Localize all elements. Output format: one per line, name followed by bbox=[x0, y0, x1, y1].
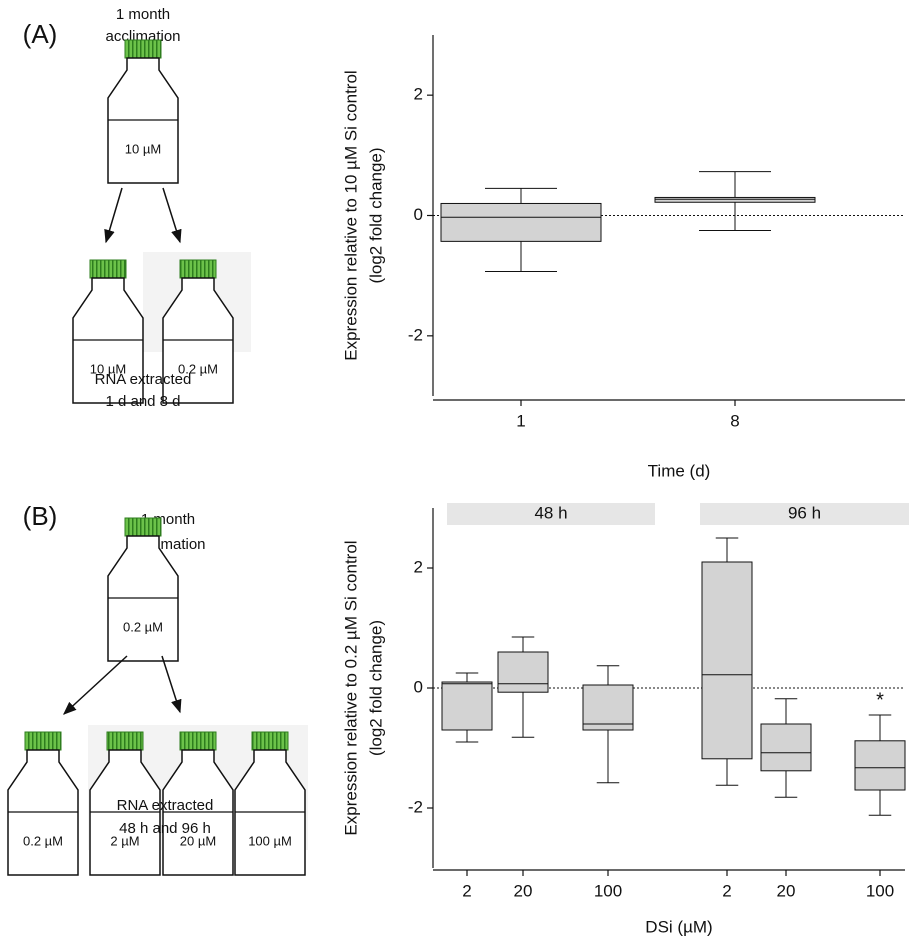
bottle-label: 0.2 µM bbox=[23, 833, 63, 848]
bottle-cap bbox=[124, 517, 162, 537]
box bbox=[654, 196, 816, 203]
bottle-label: 0.2 µM bbox=[123, 619, 163, 634]
y-axis-label: Expression relative to 10 µM Si control bbox=[341, 70, 360, 360]
bottle-cap bbox=[24, 731, 62, 751]
y-axis-label: (log2 fold change) bbox=[366, 147, 385, 283]
arrow bbox=[162, 187, 182, 244]
x-tick-label: 20 bbox=[777, 881, 796, 900]
x-axis-label: DSi (µM) bbox=[645, 917, 712, 936]
bottle-label: 10 µM bbox=[125, 141, 161, 156]
panel-bottom-text: RNA extracted bbox=[95, 371, 192, 388]
panel-top-text: acclimation bbox=[105, 28, 180, 45]
bottle-label: 0.2 µM bbox=[178, 361, 218, 376]
x-tick-label: 100 bbox=[866, 881, 894, 900]
bottle-label: 20 µM bbox=[180, 833, 216, 848]
bottle-label: 2 µM bbox=[110, 833, 139, 848]
y-tick-label: 2 bbox=[414, 85, 423, 104]
arrow bbox=[161, 655, 182, 714]
y-tick-label: 0 bbox=[414, 205, 423, 224]
group-label: 96 h bbox=[788, 503, 821, 522]
x-tick-label: 2 bbox=[722, 881, 731, 900]
bottle-cap bbox=[89, 259, 127, 279]
x-axis-label: Time (d) bbox=[648, 461, 711, 480]
group-label: 48 h bbox=[534, 503, 567, 522]
significance-label: * bbox=[876, 689, 884, 711]
group-band bbox=[447, 503, 655, 525]
panel-bottom-text: 1 d and 8 d bbox=[105, 393, 180, 410]
arrow bbox=[63, 655, 128, 715]
panel-label: (A) bbox=[23, 19, 58, 49]
x-tick-label: 100 bbox=[594, 881, 622, 900]
box bbox=[760, 723, 812, 772]
box bbox=[701, 561, 753, 760]
x-tick-label: 8 bbox=[730, 411, 739, 430]
box bbox=[582, 684, 634, 731]
box bbox=[497, 651, 549, 693]
y-tick-label: 0 bbox=[414, 677, 423, 696]
y-axis-label: (log2 fold change) bbox=[366, 620, 385, 756]
bottle-cap bbox=[251, 731, 289, 751]
bottle-label: 100 µM bbox=[248, 833, 292, 848]
bottle-cap bbox=[124, 39, 162, 59]
y-tick-label: -2 bbox=[408, 325, 423, 344]
box bbox=[854, 740, 906, 791]
x-tick-label: 20 bbox=[514, 881, 533, 900]
x-tick-label: 2 bbox=[462, 881, 471, 900]
group-band bbox=[700, 503, 909, 525]
panel-bottom-text: 48 h and 96 h bbox=[119, 820, 211, 837]
bottle-cap bbox=[179, 259, 217, 279]
panel-bottom-text: RNA extracted bbox=[117, 797, 214, 814]
x-tick-label: 1 bbox=[516, 411, 525, 430]
arrow bbox=[104, 187, 123, 244]
y-tick-label: 2 bbox=[414, 557, 423, 576]
panel-top-text: 1 month bbox=[116, 6, 170, 23]
y-tick-label: -2 bbox=[408, 797, 423, 816]
box bbox=[441, 681, 493, 731]
panel-label: (B) bbox=[23, 501, 58, 531]
bottle-cap bbox=[179, 731, 217, 751]
bottle-label: 10 µM bbox=[90, 361, 126, 376]
bottle-cap bbox=[106, 731, 144, 751]
y-axis-label: Expression relative to 0.2 µM Si control bbox=[341, 540, 360, 835]
box bbox=[440, 202, 602, 242]
